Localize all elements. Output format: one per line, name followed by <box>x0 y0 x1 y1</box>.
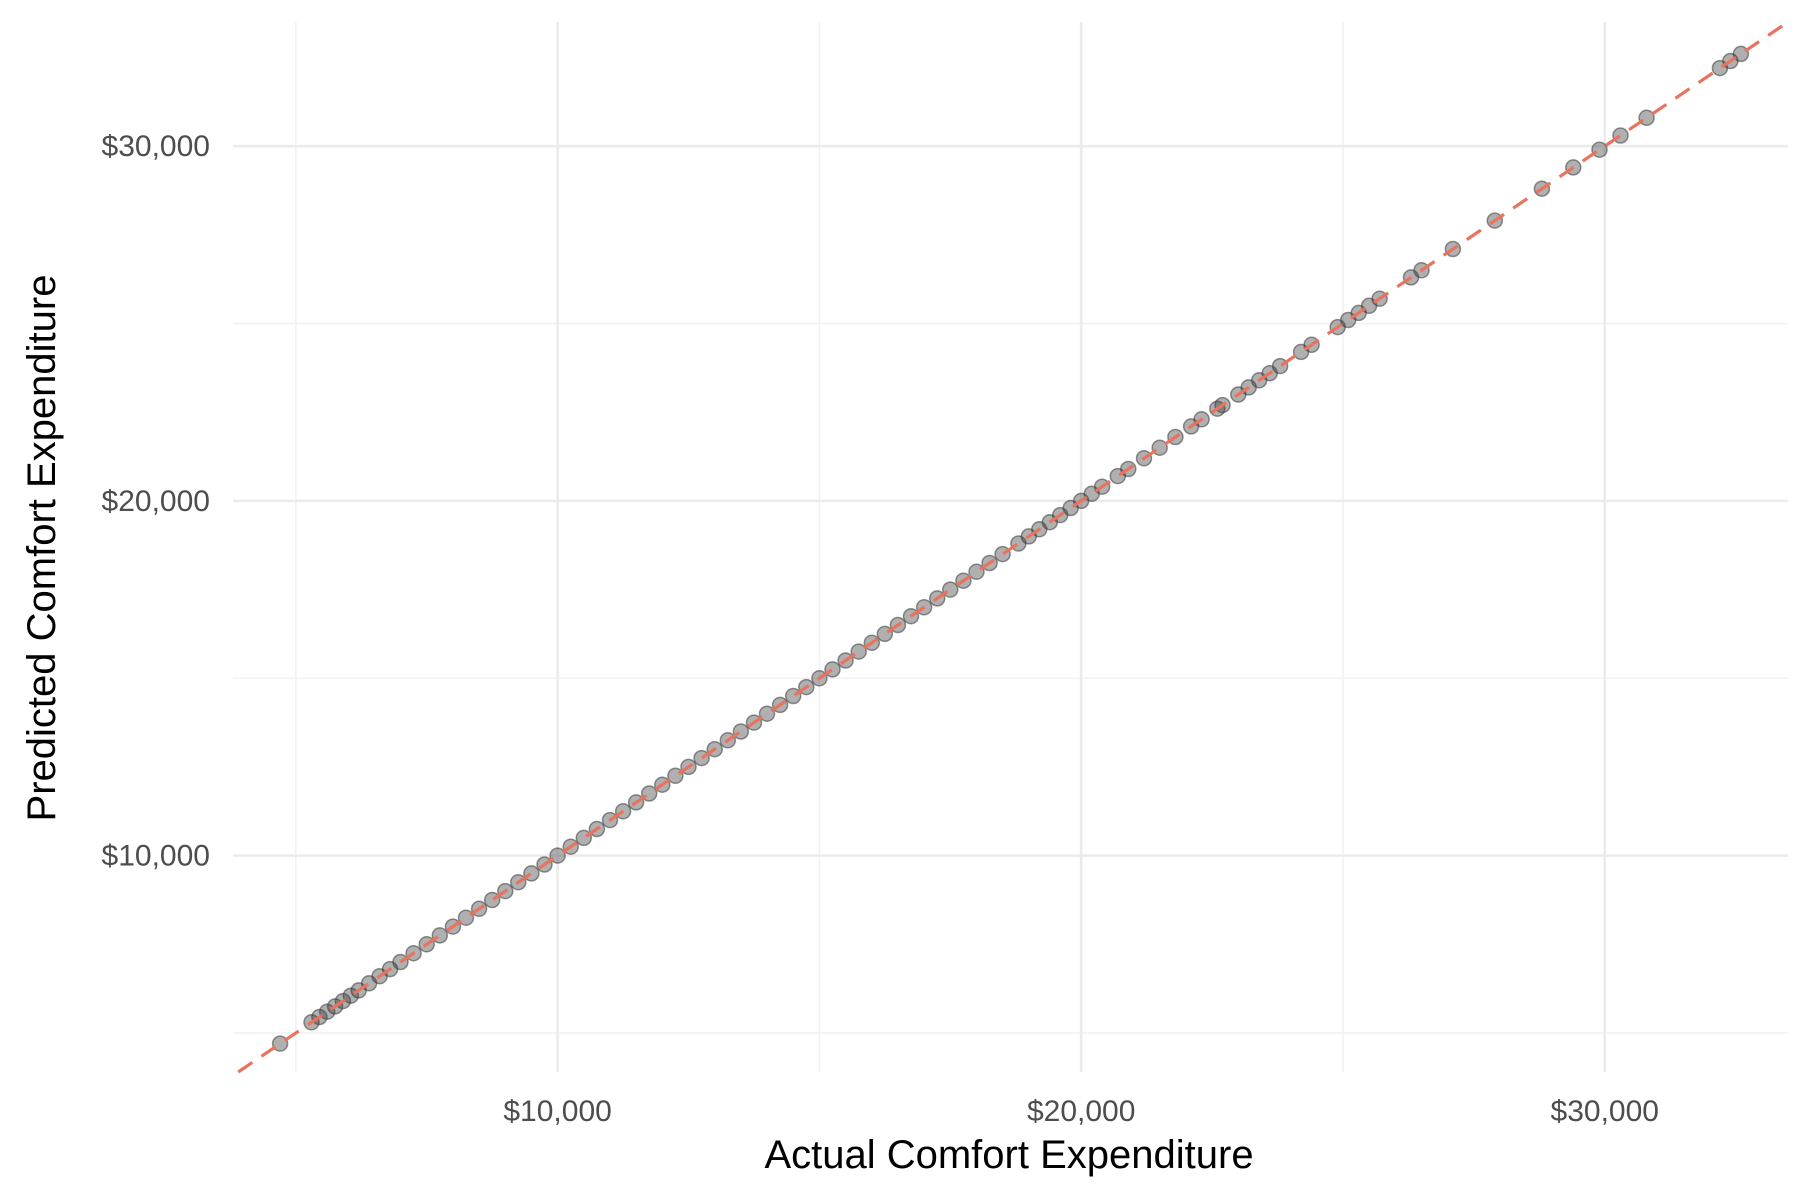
y-tick-label: $10,000 <box>102 840 210 873</box>
x-tick-label: $30,000 <box>1551 1095 1659 1128</box>
x-axis-tick-labels: $10,000 $20,000 $30,000 <box>503 1095 1659 1128</box>
y-axis-tick-labels: $10,000 $20,000 $30,000 <box>102 130 210 872</box>
x-axis-title: Actual Comfort Expenditure <box>764 1133 1253 1177</box>
data-point <box>271 1035 289 1052</box>
y-axis-title: Predicted Comfort Expenditure <box>20 275 64 822</box>
reference-line-layer <box>237 20 1789 1074</box>
identity-reference-line <box>237 20 1789 1074</box>
y-tick-label: $30,000 <box>102 130 210 163</box>
grid <box>233 22 1788 1072</box>
data-point <box>758 705 776 722</box>
y-tick-label: $20,000 <box>102 485 210 518</box>
x-tick-label: $20,000 <box>1027 1095 1135 1128</box>
x-tick-label: $10,000 <box>503 1095 611 1128</box>
